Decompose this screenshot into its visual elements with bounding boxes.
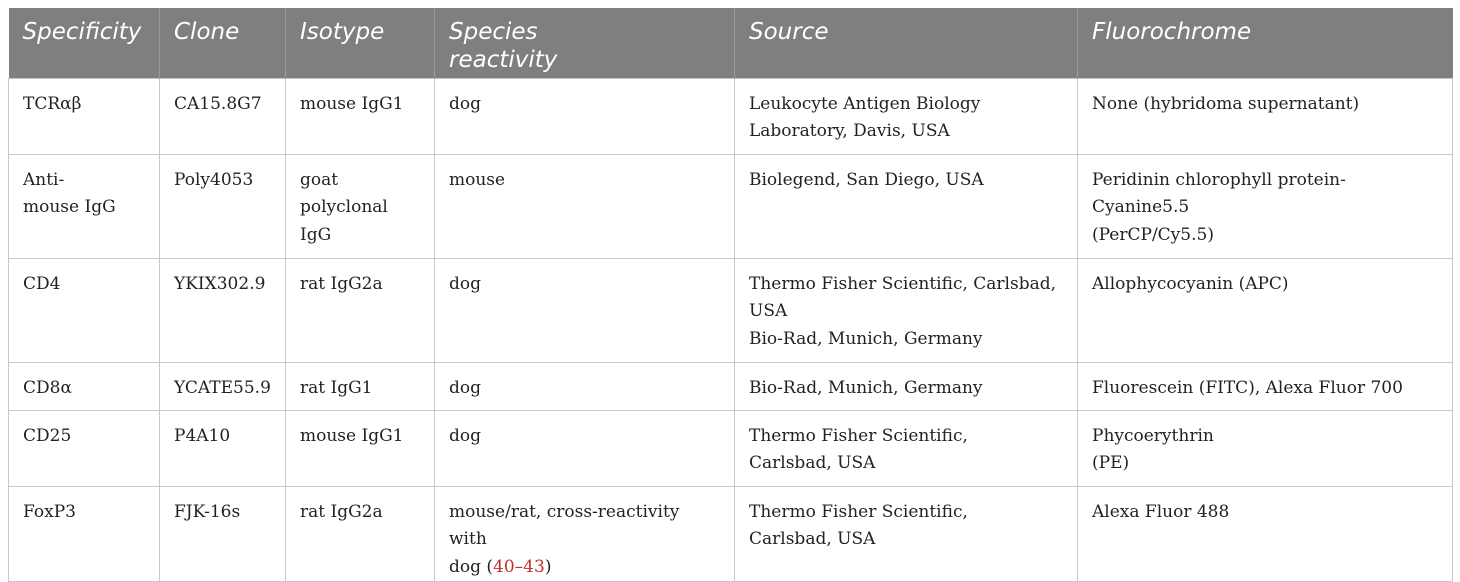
header-row: Specificity Clone Isotype Species reactivit… xyxy=(8,8,1453,78)
table-container: Specificity Clone Isotype Species reactivit… xyxy=(8,8,1453,582)
cell-isotype-text: mouse IgG1 xyxy=(300,425,404,446)
cell-source: Bio-Rad, Munich, Germany xyxy=(734,361,1078,411)
cell-species-reactivity-text: dog xyxy=(449,377,481,398)
cell-source-text: Bio-Rad, Munich, Germany xyxy=(749,377,983,398)
cell-fluorochrome-text: Fluorescein (FITC), Alexa Fluor 700 xyxy=(1092,377,1403,398)
cell-species-reactivity: mouse xyxy=(434,153,735,259)
cell-isotype: mouse IgG1 xyxy=(285,409,435,487)
cell-clone-text: YKIX302.9 xyxy=(174,273,266,294)
cell-specificity: Anti- mouse IgG xyxy=(8,153,160,259)
reference-close-paren: ) xyxy=(544,556,552,577)
cell-clone-text: FJK-16s xyxy=(174,501,241,522)
header-species-reactivity-label: Species reactivity xyxy=(449,19,558,73)
cell-isotype-text: rat IgG2a xyxy=(300,273,383,294)
cell-specificity-text: CD4 xyxy=(23,273,61,294)
cell-species-reactivity-text: dog xyxy=(449,425,481,446)
table-row: FoxP3 FJK-16s rat IgG2a mouse/rat, cross-re… xyxy=(8,485,1453,582)
table-row: TCRαβ CA15.8G7 mouse IgG1 dog Leukocyte Anti… xyxy=(8,77,1453,155)
cell-specificity-text: Anti- mouse IgG xyxy=(23,169,116,218)
header-source-label: Source xyxy=(749,19,829,45)
cell-species-reactivity: dog xyxy=(434,361,735,411)
table-body: TCRαβ CA15.8G7 mouse IgG1 dog Leukocyte Anti… xyxy=(8,77,1453,582)
reference-open-paren: ( xyxy=(481,556,494,577)
header-fluorochrome-label: Fluorochrome xyxy=(1092,19,1252,45)
cell-fluorochrome-text: Phycoerythrin (PE) xyxy=(1092,425,1214,474)
cell-species-reactivity-text: dog xyxy=(449,273,481,294)
cell-isotype: rat IgG1 xyxy=(285,361,435,411)
cell-source-text: Thermo Fisher Scientific, Carlsbad, USA … xyxy=(749,273,1057,349)
cell-source-text: Leukocyte Antigen Biology Laboratory, Da… xyxy=(749,93,981,142)
cell-source-text: Thermo Fisher Scientific, Carlsbad, USA xyxy=(749,425,968,474)
cell-fluorochrome-text: Allophycocyanin (APC) xyxy=(1092,273,1289,294)
cell-clone-text: Poly4053 xyxy=(174,169,254,190)
cell-clone: P4A10 xyxy=(159,409,286,487)
header-species-reactivity: Species reactivity xyxy=(434,8,735,78)
table-row: CD4 YKIX302.9 rat IgG2a dog Thermo Fisher Sc… xyxy=(8,257,1453,363)
cell-clone-text: CA15.8G7 xyxy=(174,93,262,114)
antibody-table: Specificity Clone Isotype Species reactivit… xyxy=(8,8,1453,582)
cell-source: Leukocyte Antigen Biology Laboratory, Da… xyxy=(734,77,1078,155)
reference-link[interactable]: 40–43 xyxy=(493,556,545,577)
table-row: Anti- mouse IgG Poly4053 goat polyclonal I… xyxy=(8,153,1453,259)
cell-specificity-text: TCRαβ xyxy=(23,93,82,114)
header-isotype: Isotype xyxy=(285,8,435,78)
header-clone-label: Clone xyxy=(174,19,240,45)
header-fluorochrome: Fluorochrome xyxy=(1077,8,1453,78)
cell-isotype-text: rat IgG1 xyxy=(300,377,373,398)
cell-fluorochrome: Peridinin chlorophyll protein-Cyanine5.5… xyxy=(1077,153,1453,259)
cell-source: Biolegend, San Diego, USA xyxy=(734,153,1078,259)
cell-clone: YKIX302.9 xyxy=(159,257,286,363)
cell-specificity-text: CD25 xyxy=(23,425,72,446)
cell-fluorochrome: Alexa Fluor 488 xyxy=(1077,485,1453,582)
cell-source: Thermo Fisher Scientific, Carlsbad, USA … xyxy=(734,257,1078,363)
cell-species-reactivity-text: dog xyxy=(449,93,481,114)
header-isotype-label: Isotype xyxy=(300,19,385,45)
cell-clone: CA15.8G7 xyxy=(159,77,286,155)
cell-specificity: CD4 xyxy=(8,257,160,363)
cell-specificity: FoxP3 xyxy=(8,485,160,582)
cell-specificity-text: CD8α xyxy=(23,377,72,398)
cell-isotype: goat polyclonal IgG xyxy=(285,153,435,259)
cell-isotype-text: mouse IgG1 xyxy=(300,93,404,114)
cell-species-reactivity: mouse/rat, cross-reactivity with dog (40… xyxy=(434,485,735,582)
table-row: CD25 P4A10 mouse IgG1 dog Thermo Fisher Scie… xyxy=(8,409,1453,487)
cell-isotype-text: goat polyclonal IgG xyxy=(300,169,388,245)
table-row: CD8α YCATE55.9 rat IgG1 dog Bio-Rad, Munich,… xyxy=(8,361,1453,411)
cell-species-reactivity-text: mouse xyxy=(449,169,506,190)
cell-fluorochrome: Phycoerythrin (PE) xyxy=(1077,409,1453,487)
cell-source: Thermo Fisher Scientific, Carlsbad, USA xyxy=(734,409,1078,487)
cell-clone: FJK-16s xyxy=(159,485,286,582)
cell-species-reactivity-text: mouse/rat, cross-reactivity with dog xyxy=(449,501,680,577)
cell-isotype: rat IgG2a xyxy=(285,257,435,363)
cell-isotype: mouse IgG1 xyxy=(285,77,435,155)
header-specificity: Specificity xyxy=(8,8,160,78)
cell-clone: YCATE55.9 xyxy=(159,361,286,411)
cell-isotype-text: rat IgG2a xyxy=(300,501,383,522)
cell-specificity-text: FoxP3 xyxy=(23,501,76,522)
header-clone: Clone xyxy=(159,8,286,78)
cell-specificity: TCRαβ xyxy=(8,77,160,155)
cell-clone-text: P4A10 xyxy=(174,425,231,446)
cell-isotype: rat IgG2a xyxy=(285,485,435,582)
header-specificity-label: Specificity xyxy=(22,19,142,45)
cell-source-text: Thermo Fisher Scientific, Carlsbad, USA xyxy=(749,501,968,550)
cell-clone-text: YCATE55.9 xyxy=(174,377,271,398)
cell-fluorochrome: Allophycocyanin (APC) xyxy=(1077,257,1453,363)
cell-fluorochrome-text: Alexa Fluor 488 xyxy=(1092,501,1230,522)
cell-clone: Poly4053 xyxy=(159,153,286,259)
cell-fluorochrome-text: Peridinin chlorophyll protein-Cyanine5.5… xyxy=(1092,169,1346,245)
cell-species-reactivity: dog xyxy=(434,77,735,155)
cell-source: Thermo Fisher Scientific, Carlsbad, USA xyxy=(734,485,1078,582)
cell-specificity: CD25 xyxy=(8,409,160,487)
cell-fluorochrome-text: None (hybridoma supernatant) xyxy=(1092,93,1360,114)
cell-fluorochrome: Fluorescein (FITC), Alexa Fluor 700 xyxy=(1077,361,1453,411)
cell-species-reactivity: dog xyxy=(434,409,735,487)
header-source: Source xyxy=(734,8,1078,78)
cell-species-reactivity: dog xyxy=(434,257,735,363)
cell-fluorochrome: None (hybridoma supernatant) xyxy=(1077,77,1453,155)
cell-specificity: CD8α xyxy=(8,361,160,411)
cell-source-text: Biolegend, San Diego, USA xyxy=(749,169,984,190)
